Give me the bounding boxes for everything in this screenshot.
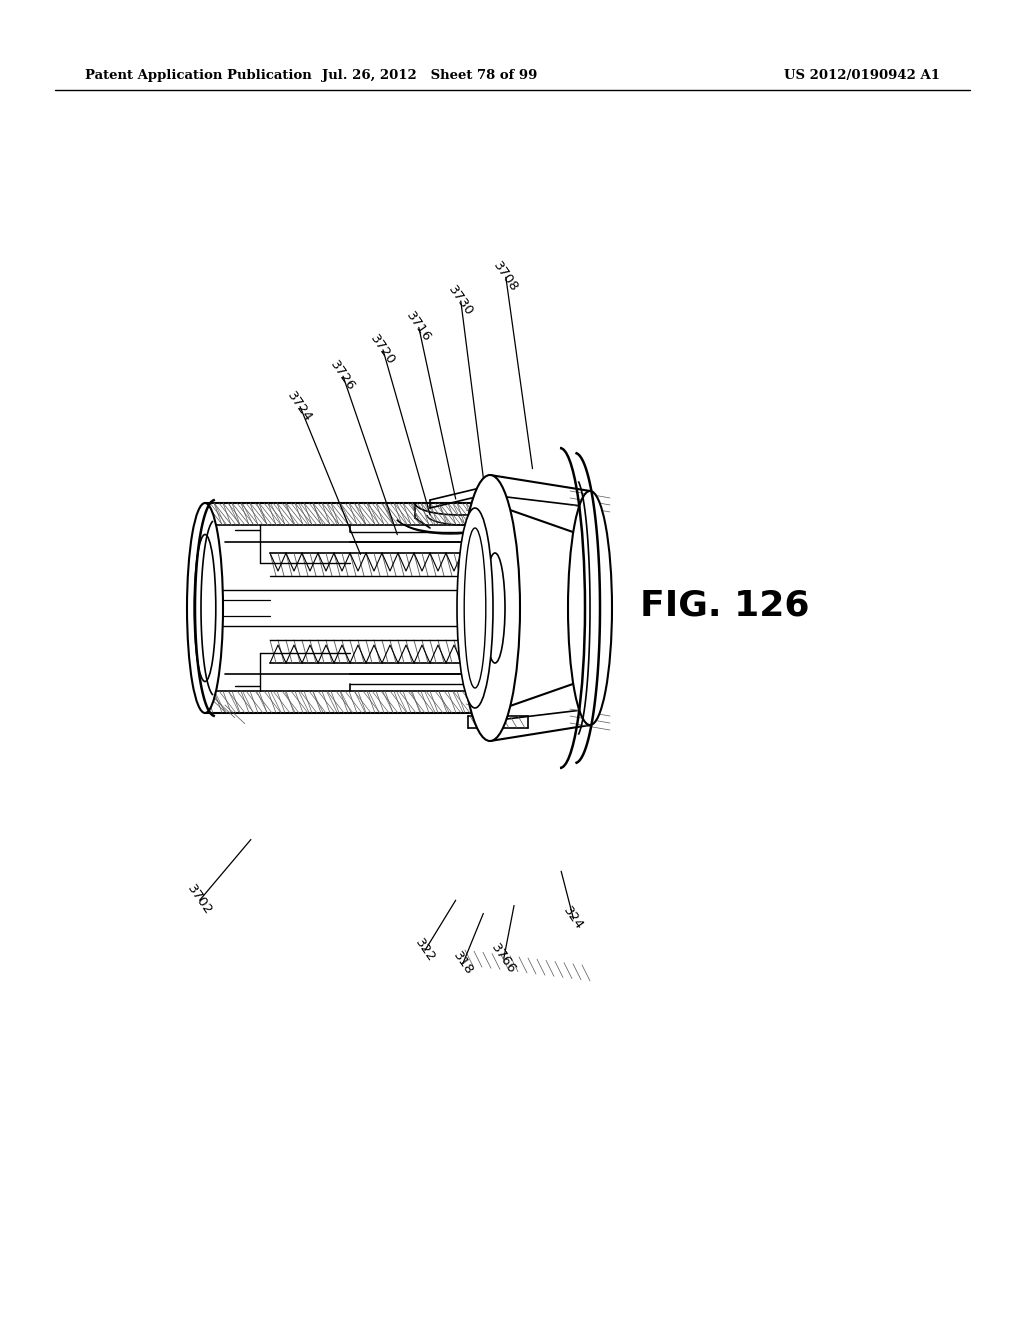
- Ellipse shape: [195, 535, 216, 681]
- Text: 3730: 3730: [445, 284, 476, 318]
- Text: 318: 318: [451, 949, 475, 978]
- Text: 324: 324: [561, 904, 586, 933]
- Ellipse shape: [187, 503, 223, 713]
- Text: 3716: 3716: [403, 310, 434, 345]
- Text: 3766: 3766: [488, 941, 519, 975]
- Text: 3724: 3724: [285, 389, 315, 424]
- Ellipse shape: [568, 491, 612, 725]
- Text: 3720: 3720: [368, 333, 398, 367]
- Text: 3726: 3726: [328, 359, 358, 393]
- Text: US 2012/0190942 A1: US 2012/0190942 A1: [784, 70, 940, 82]
- Ellipse shape: [485, 553, 505, 663]
- Text: FIG. 126: FIG. 126: [640, 587, 810, 622]
- Text: Jul. 26, 2012   Sheet 78 of 99: Jul. 26, 2012 Sheet 78 of 99: [323, 70, 538, 82]
- Text: 3708: 3708: [490, 260, 521, 294]
- Text: 3702: 3702: [184, 883, 215, 917]
- Text: Patent Application Publication: Patent Application Publication: [85, 70, 311, 82]
- Text: 322: 322: [413, 936, 437, 965]
- Ellipse shape: [457, 508, 493, 708]
- Ellipse shape: [460, 475, 520, 741]
